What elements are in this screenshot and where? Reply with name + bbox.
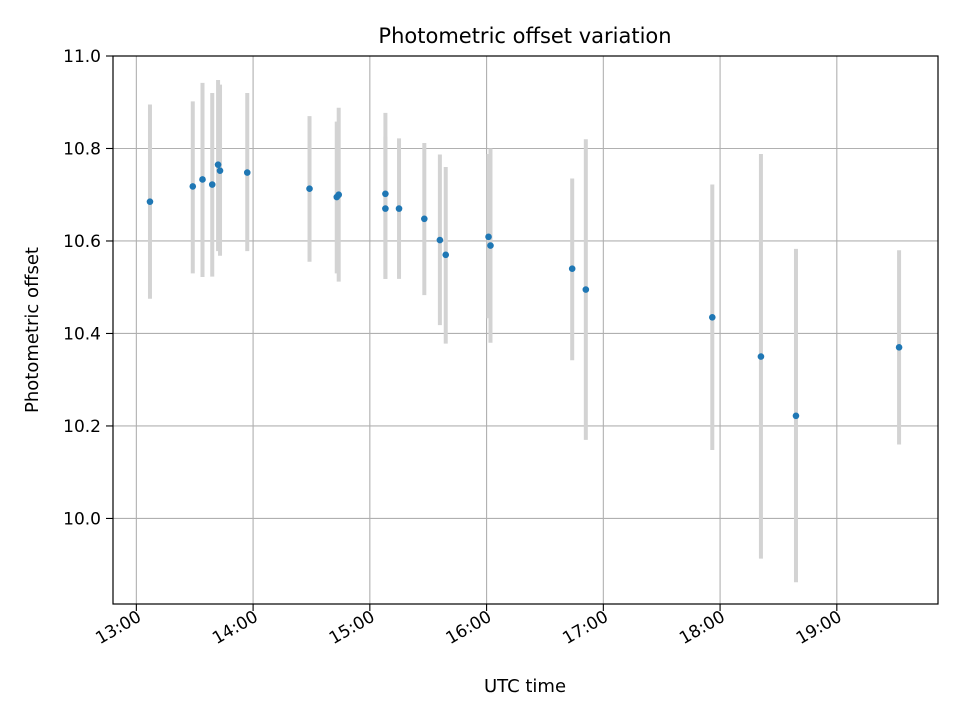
y-tick-label: 10.6 (63, 232, 101, 252)
data-point (757, 353, 765, 360)
data-point (382, 190, 389, 198)
data-point (306, 185, 313, 193)
data-point (216, 167, 224, 174)
y-axis-ticks: 10.0 10.2 10.4 10.6 10.8 11.0 (63, 47, 113, 529)
x-tick-label: 17:00 (559, 607, 611, 649)
data-point (421, 215, 428, 223)
plot-frame (112, 55, 939, 605)
x-axis-ticks: 13:00 14:00 15:00 16:00 17:00 18:00 19:00 (92, 604, 845, 649)
data-point (335, 191, 343, 199)
x-tick-label: 19:00 (793, 607, 845, 649)
x-tick-label: 16:00 (443, 607, 495, 649)
data-point (485, 233, 492, 241)
y-tick-label: 10.0 (63, 509, 101, 529)
y-axis-label: Photometric offset (22, 247, 43, 413)
data-points (146, 161, 903, 420)
y-tick-label: 10.2 (63, 417, 101, 437)
data-point (487, 242, 494, 249)
data-point (436, 236, 444, 244)
data-point (243, 169, 251, 176)
data-point (895, 344, 903, 351)
data-point (708, 313, 716, 321)
data-point (189, 183, 197, 190)
data-point (208, 181, 216, 188)
data-point (792, 412, 800, 420)
data-point (568, 265, 576, 273)
y-tick-label: 11.0 (63, 47, 101, 67)
grid-lines (113, 56, 938, 604)
y-tick-label: 10.4 (63, 324, 101, 344)
data-point (442, 251, 450, 259)
y-tick-label: 10.8 (63, 139, 101, 159)
chart-title: Photometric offset variation (378, 24, 671, 48)
data-point (382, 205, 389, 212)
data-point (582, 286, 590, 293)
data-point (146, 198, 154, 205)
x-tick-label: 14:00 (209, 607, 261, 649)
x-axis-label: UTC time (484, 676, 566, 697)
data-point (199, 176, 206, 183)
data-point (214, 161, 222, 168)
x-tick-label: 18:00 (676, 607, 728, 649)
error-bars (147, 80, 902, 583)
data-point (395, 205, 403, 212)
x-tick-label: 13:00 (92, 607, 144, 649)
x-tick-label: 15:00 (326, 607, 378, 649)
